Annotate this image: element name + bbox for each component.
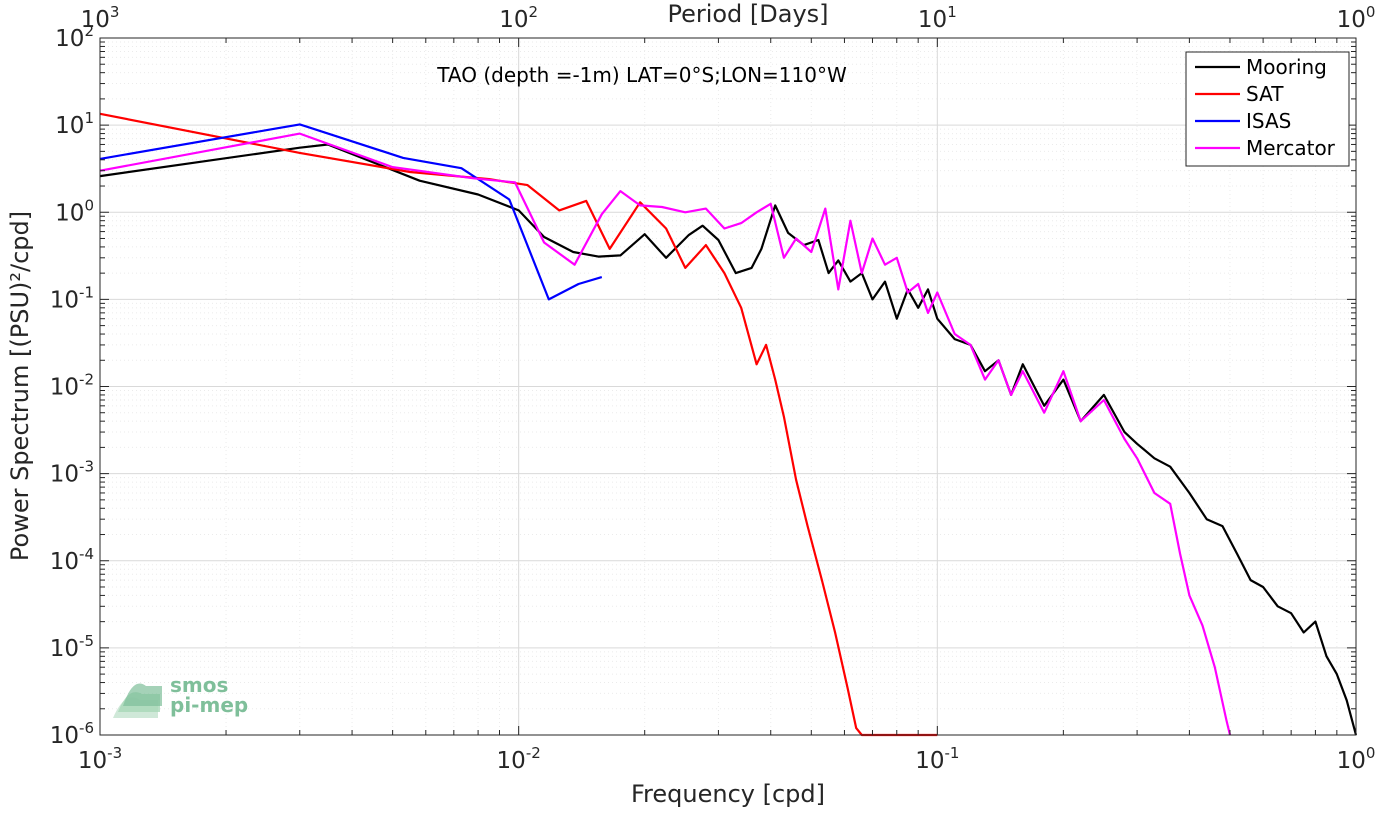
grid <box>99 38 1356 736</box>
top-tick-label: 101 <box>918 3 957 33</box>
y-tick-label: 10-6 <box>50 719 94 749</box>
y-tick-label: 10-3 <box>50 458 94 488</box>
x-tick-label: 10-3 <box>78 744 122 774</box>
smos-logo: smos pi-mep <box>113 673 248 718</box>
logo-line1: smos <box>170 673 228 697</box>
x-tick-label: 10-1 <box>915 744 959 774</box>
legend-label-mooring: Mooring <box>1246 55 1327 79</box>
logo-shape-front <box>123 683 162 706</box>
y-tick-label: 10-2 <box>50 371 94 401</box>
legend-label-mercator: Mercator <box>1246 136 1336 160</box>
chart-title: TAO (depth =-1m) LAT=0°S;LON=110°W <box>436 63 847 87</box>
top-tick-label: 102 <box>499 3 538 33</box>
y-tick-label: 10-1 <box>50 283 94 313</box>
y-axis-label: Power Spectrum [(PSU)²/cpd] <box>6 211 34 561</box>
x-axis-label: Frequency [cpd] <box>631 780 825 808</box>
y-tick-label: 101 <box>55 109 94 139</box>
tick-marks <box>99 37 1357 736</box>
y-tick-label: 10-5 <box>50 632 94 662</box>
y-tick-label: 10-4 <box>50 545 94 575</box>
top-axis-label: Period [Days] <box>667 0 828 28</box>
legend-label-isas: ISAS <box>1246 109 1291 133</box>
x-tick-label: 10-2 <box>497 744 541 774</box>
series-line-mercator <box>99 132 1232 736</box>
legend-label-sat: SAT <box>1246 82 1284 106</box>
series-line-isas <box>99 123 603 301</box>
top-tick-label: 100 <box>1337 3 1376 33</box>
x-tick-label: 100 <box>1337 744 1376 774</box>
series-group <box>99 112 1358 737</box>
series-line-mooring <box>99 143 1358 736</box>
y-tick-label: 100 <box>55 196 94 226</box>
logo-line2: pi-mep <box>170 693 248 717</box>
y-tick-label: 102 <box>55 22 94 52</box>
series-line-sat <box>99 112 938 737</box>
top-tick-label: 103 <box>81 3 120 33</box>
legend: Mooring SAT ISAS Mercator <box>1185 51 1350 167</box>
